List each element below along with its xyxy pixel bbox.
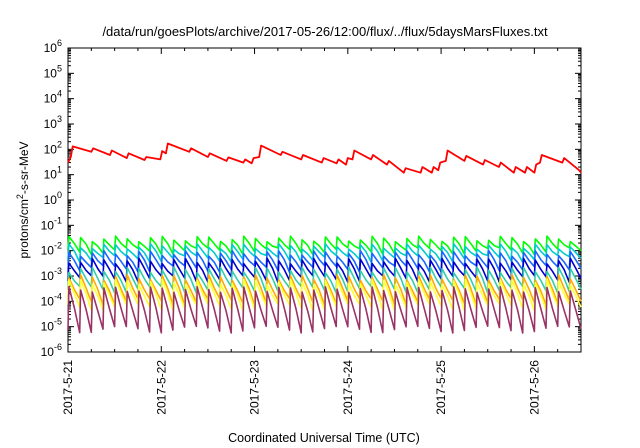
- x-tick-label: 2017-5-24: [341, 360, 355, 415]
- y-tick-label: 10-5: [41, 317, 62, 334]
- y-tick-label: 100: [44, 190, 62, 207]
- y-tick-label: 101: [44, 165, 62, 182]
- series-layer: [67, 142, 582, 334]
- x-tick-label: 2017-5-22: [154, 360, 168, 415]
- y-tick-label: 10-2: [41, 241, 62, 258]
- y-tick-label: 103: [44, 114, 62, 131]
- series-line: [67, 286, 582, 334]
- x-axis-label: Coordinated Universal Time (UTC): [228, 431, 420, 445]
- x-tick-label: 2017-5-26: [527, 360, 541, 415]
- chart-title: /data/run/goesPlots/archive/2017-05-26/1…: [102, 24, 548, 39]
- y-tick-label: 104: [44, 89, 62, 106]
- y-tick-label: 105: [44, 63, 62, 80]
- x-tick-label: 2017-5-23: [248, 360, 262, 415]
- x-axis: 2017-5-21 2017-5-22 2017-5-23 2017-5-24 2017…: [61, 48, 559, 415]
- y-tick-label: 106: [44, 38, 62, 55]
- series-line: [67, 142, 582, 174]
- y-axis-label: protons/cm2-s-sr-MeV: [15, 141, 31, 258]
- y-tick-label: 10-4: [41, 291, 62, 308]
- y-tick-label: 10-1: [41, 215, 62, 232]
- y-tick-label: 10-3: [41, 266, 62, 283]
- y-tick-label: 102: [44, 139, 62, 156]
- x-tick-label: 2017-5-25: [434, 360, 448, 415]
- x-tick-label: 2017-5-21: [61, 360, 75, 415]
- y-tick-label: 10-6: [41, 342, 62, 359]
